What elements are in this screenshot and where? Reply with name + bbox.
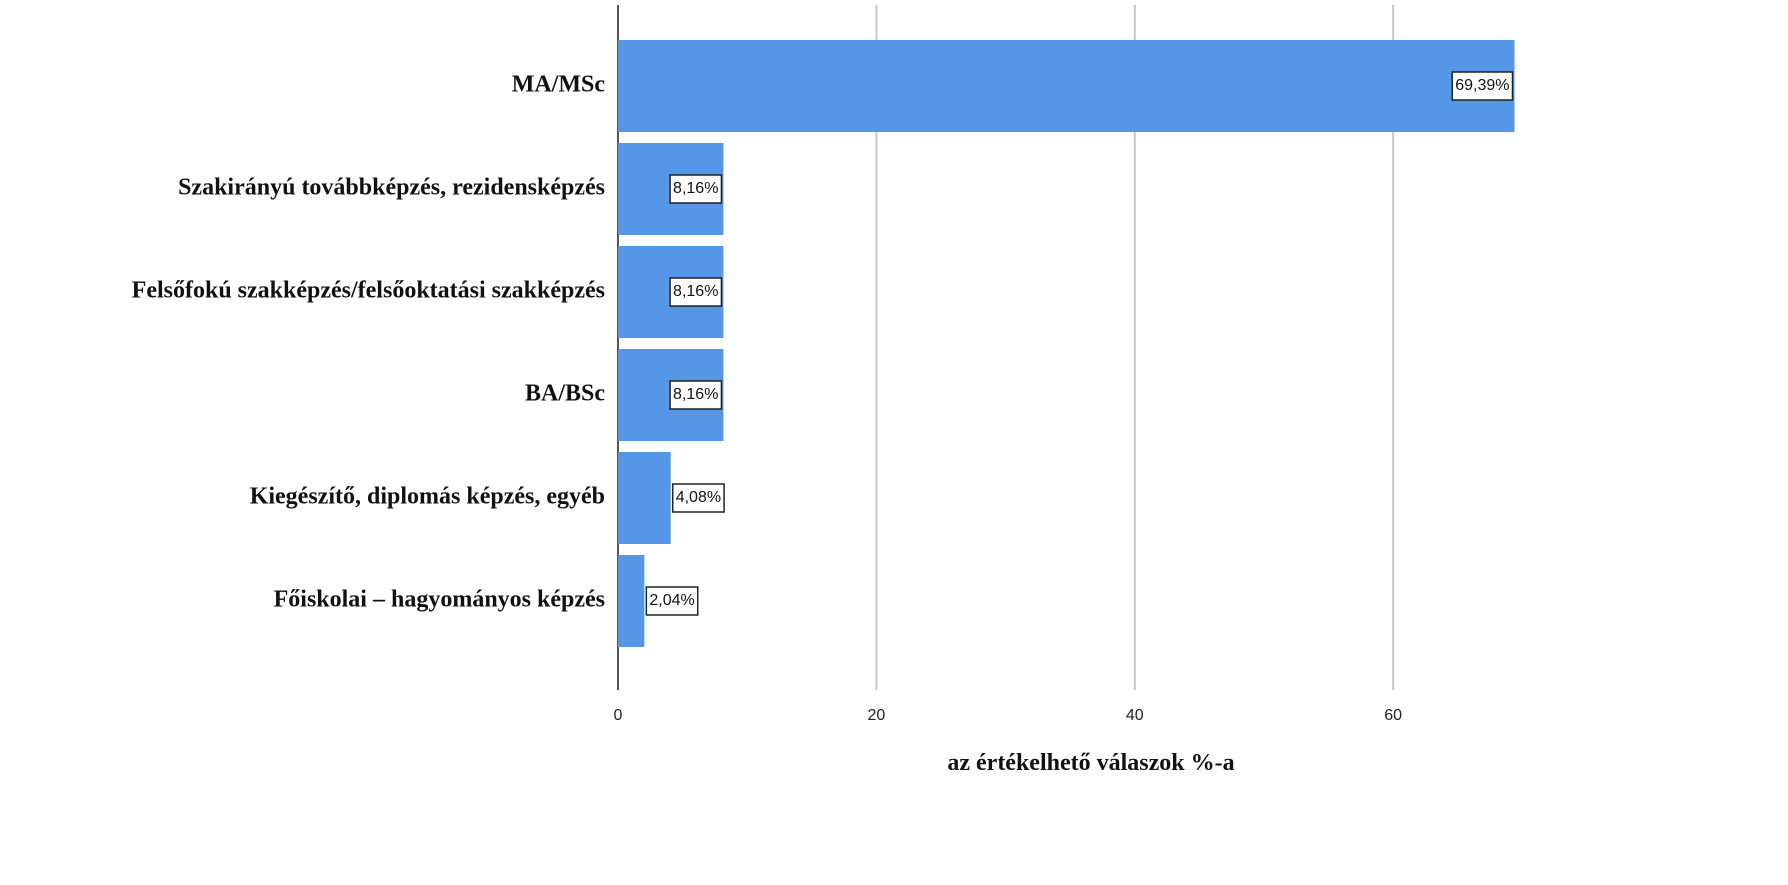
y-tick-label: Felsőfokú szakképzés/felsőoktatási szakk… [132,278,605,304]
x-axis-title: az értékelhető válaszok %-a [947,750,1234,776]
y-tick-label: Szakirányú továbbképzés, rezidensképzés [178,175,605,201]
bar [618,452,671,544]
x-tick-label: 0 [614,707,623,724]
y-tick-label: Kiegészítő, diplomás képzés, egyéb [250,484,605,510]
value-label-box [669,174,723,204]
y-tick-label: Főiskolai – hagyományos képzés [274,587,605,613]
value-label-box [669,380,723,410]
value-label-box [669,277,723,307]
value-label: 8,16% [673,180,718,197]
value-label: 8,16% [673,386,718,403]
bar [618,555,645,647]
value-label-box [645,586,699,616]
value-label-box [1451,71,1514,101]
value-label: 69,39% [1455,77,1509,94]
value-label: 4,08% [676,489,721,506]
value-label: 2,04% [649,592,694,609]
value-label-box [671,483,725,513]
x-tick-label: 60 [1384,707,1402,724]
value-label: 8,16% [673,283,718,300]
y-tick-label: BA/BSc [525,381,605,407]
bar [618,40,1515,132]
y-tick-label: MA/MSc [512,72,606,98]
x-tick-label: 20 [867,707,885,724]
x-tick-label: 40 [1126,707,1144,724]
